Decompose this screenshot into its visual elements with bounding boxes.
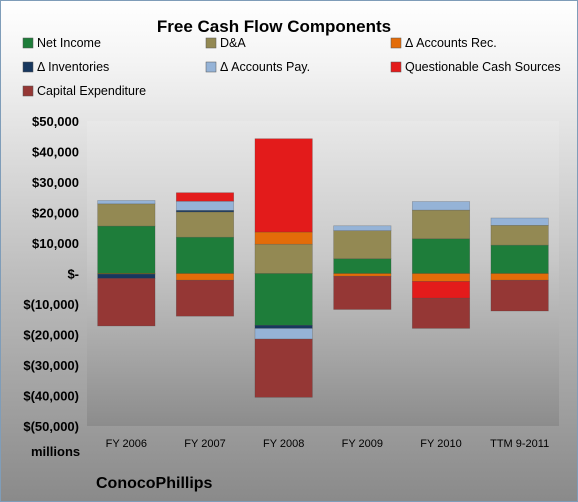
- y-tick-label: $(50,000): [23, 419, 79, 434]
- y-tick-label: $(20,000): [23, 328, 79, 343]
- bar-stack-fy-2009: [333, 225, 392, 310]
- bar-segment-delta-accounts-pay: [175, 200, 235, 211]
- bar-segment-d-a: [97, 203, 156, 227]
- x-tick-label: FY 2008: [263, 438, 304, 450]
- chart-title: Free Cash Flow Components: [157, 17, 391, 36]
- bar-segment-capital-expenditure: [175, 279, 235, 317]
- bar-segment-d-a: [411, 209, 471, 240]
- legend-label: Net Income: [37, 36, 101, 50]
- bar-segment-net-income: [97, 225, 156, 274]
- bar-segment-delta-accounts-rec: [333, 273, 392, 277]
- bar-segment-net-income: [175, 236, 235, 274]
- legend-label: Δ Accounts Pay.: [220, 60, 310, 74]
- bar-segment-net-income: [490, 244, 549, 274]
- bars: [97, 138, 549, 398]
- y-axis-ticks: $50,000 $40,000 $30,000 $20,000 $10,000 $- $(1…: [23, 114, 79, 434]
- y-tick-label: $40,000: [32, 145, 79, 160]
- y-tick-label: $(10,000): [23, 297, 79, 312]
- bar-segment-net-income: [333, 258, 392, 274]
- legend: Net Income D&A Δ Accounts Rec. Δ Inventorie…: [22, 36, 561, 98]
- bar-segment-capital-expenditure: [97, 278, 156, 327]
- y-tick-label: $10,000: [32, 236, 79, 251]
- bar-stack-fy-2006: [97, 200, 156, 327]
- x-tick-label: TTM 9-2011: [490, 438, 549, 450]
- y-tick-label: $(40,000): [23, 389, 79, 404]
- company-label: ConocoPhillips: [96, 475, 213, 492]
- y-tick-label: $-: [67, 267, 79, 282]
- legend-swatch: [22, 61, 34, 73]
- bar-segment-capital-expenditure: [333, 275, 392, 310]
- legend-item-delta-inventories: Δ Inventories: [22, 60, 109, 74]
- y-tick-label: $20,000: [32, 206, 79, 221]
- x-tick-label: FY 2009: [342, 438, 383, 450]
- bar-segment-delta-inventories: [254, 325, 313, 329]
- bar-segment-delta-accounts-rec: [175, 273, 235, 281]
- legend-item-delta-accounts-rec: Δ Accounts Rec.: [390, 36, 497, 50]
- legend-swatch: [390, 37, 402, 49]
- bar-segment-questionable-cash-sources: [254, 138, 313, 233]
- bar-segment-delta-accounts-pay: [490, 217, 549, 226]
- plot-area: [87, 121, 559, 426]
- bar-segment-questionable-cash-sources: [175, 192, 235, 202]
- x-tick-label: FY 2006: [106, 438, 147, 450]
- units-label: millions: [31, 444, 80, 459]
- y-tick-label: $(30,000): [23, 358, 79, 373]
- legend-label: Capital Expenditure: [37, 84, 146, 98]
- legend-label: Questionable Cash Sources: [405, 60, 561, 74]
- bar-stack-fy-2007: [175, 192, 235, 317]
- legend-swatch: [22, 37, 34, 49]
- bar-segment-capital-expenditure: [490, 279, 549, 312]
- bar-segment-delta-accounts-rec: [490, 273, 549, 281]
- x-tick-label: FY 2010: [420, 438, 461, 450]
- bar-segment-delta-accounts-rec: [411, 273, 471, 282]
- bar-segment-delta-inventories: [175, 210, 235, 213]
- bar-segment-d-a: [254, 243, 313, 274]
- bar-segment-net-income: [254, 273, 313, 326]
- legend-label: D&A: [220, 36, 246, 50]
- bar-stack-ttm-9-2011: [490, 217, 549, 312]
- y-tick-label: $30,000: [32, 175, 79, 190]
- bar-segment-net-income: [411, 238, 471, 274]
- legend-label: Δ Inventories: [37, 60, 109, 74]
- x-axis-labels: FY 2006 FY 2007 FY 2008 FY 2009 FY 2010 TTM 9…: [106, 438, 550, 450]
- bar-segment-capital-expenditure: [411, 297, 471, 329]
- legend-item-delta-accounts-pay: Δ Accounts Pay.: [205, 60, 310, 74]
- legend-swatch: [205, 61, 217, 73]
- legend-item-net-income: Net Income: [22, 36, 101, 50]
- legend-swatch: [205, 37, 217, 49]
- legend-label: Δ Accounts Rec.: [405, 36, 497, 50]
- x-tick-label: FY 2007: [184, 438, 225, 450]
- y-tick-label: $50,000: [32, 114, 79, 129]
- bar-stack-fy-2010: [411, 201, 471, 329]
- legend-swatch: [390, 61, 402, 73]
- bar-stack-fy-2008: [254, 138, 313, 398]
- bar-segment-delta-accounts-rec: [254, 231, 313, 245]
- bar-segment-delta-accounts-pay: [97, 200, 156, 205]
- legend-item-questionable-cash-sources: Questionable Cash Sources: [390, 60, 561, 74]
- bar-segment-delta-accounts-pay: [333, 225, 392, 231]
- bar-segment-d-a: [175, 211, 235, 238]
- bar-segment-delta-inventories: [97, 273, 156, 279]
- legend-item-capital-expenditure: Capital Expenditure: [22, 84, 146, 98]
- bar-segment-delta-accounts-pay: [254, 328, 313, 340]
- bar-segment-d-a: [333, 230, 392, 260]
- bar-segment-d-a: [490, 225, 549, 246]
- legend-item-d-a: D&A: [205, 36, 246, 50]
- legend-swatch: [22, 85, 34, 97]
- bar-segment-delta-accounts-pay: [411, 201, 471, 211]
- bar-segment-questionable-cash-sources: [411, 281, 471, 299]
- bar-segment-capital-expenditure: [254, 338, 313, 398]
